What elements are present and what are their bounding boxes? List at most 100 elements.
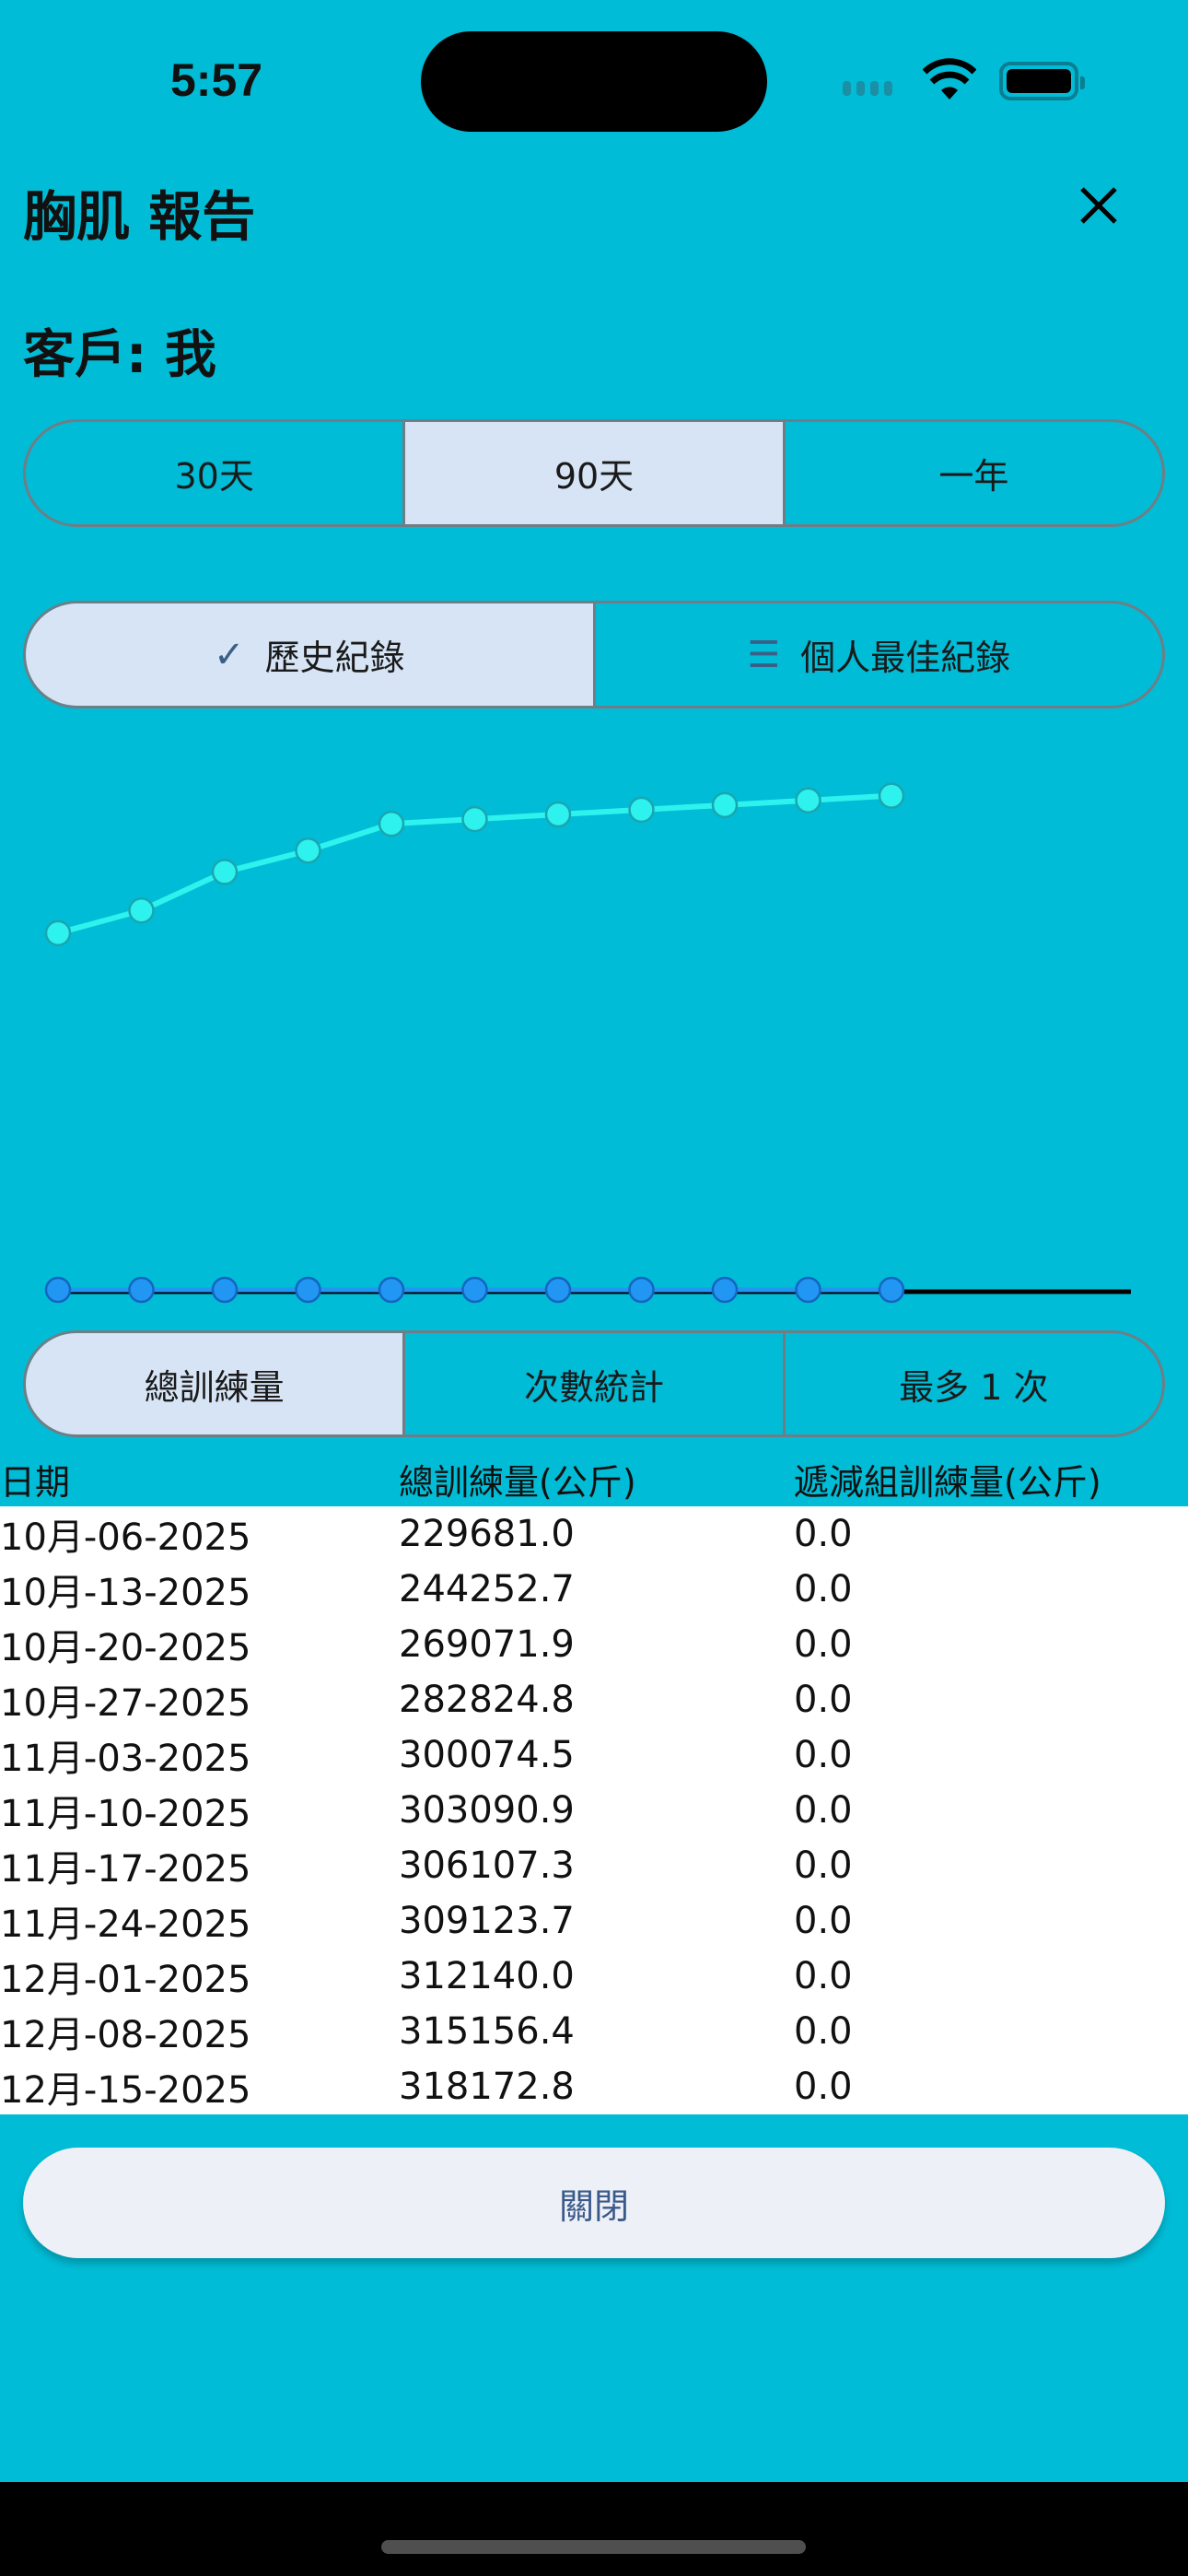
tab-label: 最多 1 次 xyxy=(899,1366,1049,1408)
data-point-1-4 xyxy=(378,1276,405,1304)
data-point-1-1 xyxy=(128,1276,155,1304)
check-icon: ✓ xyxy=(213,633,245,676)
cell-date: 11月-24-2025 xyxy=(0,1903,251,1946)
tab-personal-best[interactable]: ☰ 個人最佳紀錄 xyxy=(592,603,1163,706)
metric-selector: 總訓練量 次數統計 最多 1 次 xyxy=(23,1330,1165,1437)
cell-total-volume: 244252.7 xyxy=(399,1568,575,1610)
table-row: 10月-27-2025 282824.8 0.0 xyxy=(0,1672,1188,1727)
table-row: 12月-15-2025 318172.8 0.0 xyxy=(0,2059,1188,2114)
header-date: 日期 xyxy=(0,1461,71,1503)
cell-date: 11月-17-2025 xyxy=(0,1848,251,1891)
table-row: 11月-03-2025 300074.5 0.0 xyxy=(0,1727,1188,1783)
data-point-0-2 xyxy=(211,859,239,885)
cell-total-volume: 300074.5 xyxy=(399,1734,575,1776)
data-point-0-10 xyxy=(878,782,905,809)
table-body: 10月-06-2025 229681.0 0.0 10月-13-2025 244252.… xyxy=(0,1506,1188,2114)
cell-dropset-volume: 0.0 xyxy=(794,1734,853,1776)
tab-one-year[interactable]: 一年 xyxy=(782,422,1162,524)
data-point-0-6 xyxy=(544,801,572,828)
table-row: 10月-06-2025 229681.0 0.0 xyxy=(0,1506,1188,1562)
header-dropset-volume: 遞減組訓練量(公斤) xyxy=(794,1461,1101,1503)
data-point-0-4 xyxy=(378,810,405,837)
data-point-0-7 xyxy=(628,796,655,824)
cell-dropset-volume: 0.0 xyxy=(794,1789,853,1832)
data-point-1-0 xyxy=(44,1276,72,1304)
tab-30-days[interactable]: 30天 xyxy=(26,422,402,524)
table-row: 11月-10-2025 303090.9 0.0 xyxy=(0,1783,1188,1838)
tab-label: 總訓練量 xyxy=(144,1366,285,1408)
data-point-1-8 xyxy=(711,1276,739,1304)
cellular-signal-icon xyxy=(843,81,892,96)
history-table: 日期 總訓練量(公斤) 遞減組訓練量(公斤) 10月-06-2025 229681… xyxy=(0,1451,1188,2114)
cell-total-volume: 309123.7 xyxy=(399,1900,575,1942)
cell-dropset-volume: 0.0 xyxy=(794,1623,853,1666)
cell-total-volume: 303090.9 xyxy=(399,1789,575,1832)
home-bar-area xyxy=(0,2482,1188,2576)
tab-label: 90天 xyxy=(553,456,635,497)
cell-total-volume: 315156.4 xyxy=(399,2010,575,2053)
status-time: 5:57 xyxy=(170,54,263,106)
cell-dropset-volume: 0.0 xyxy=(794,1679,853,1721)
cell-date: 12月-08-2025 xyxy=(0,2014,251,2056)
data-point-1-3 xyxy=(295,1276,321,1304)
cell-dropset-volume: 0.0 xyxy=(794,2010,853,2053)
data-point-0-8 xyxy=(711,791,739,819)
cell-total-volume: 229681.0 xyxy=(399,1513,575,1555)
cell-date: 12月-01-2025 xyxy=(0,1959,251,2001)
cell-dropset-volume: 0.0 xyxy=(794,1955,853,1997)
cell-total-volume: 269071.9 xyxy=(399,1623,575,1666)
data-point-0-9 xyxy=(795,787,821,814)
table-row: 12月-01-2025 312140.0 0.0 xyxy=(0,1949,1188,2004)
data-point-0-5 xyxy=(461,805,488,833)
close-button-label: 關閉 xyxy=(558,2185,629,2227)
tab-label: 歷史紀錄 xyxy=(264,638,405,678)
tab-90-days[interactable]: 90天 xyxy=(402,422,783,524)
data-point-1-10 xyxy=(878,1276,905,1304)
cell-dropset-volume: 0.0 xyxy=(794,2066,853,2108)
cell-date: 11月-03-2025 xyxy=(0,1738,251,1780)
table-row: 11月-24-2025 309123.7 0.0 xyxy=(0,1893,1188,1949)
page-title: 胸肌 報告 xyxy=(23,185,256,248)
cell-total-volume: 312140.0 xyxy=(399,1955,575,1997)
cell-date: 10月-20-2025 xyxy=(0,1627,251,1669)
close-button[interactable]: 關閉 xyxy=(23,2148,1165,2258)
wifi-icon xyxy=(923,58,976,100)
data-point-1-7 xyxy=(628,1276,655,1304)
tab-label: 次數統計 xyxy=(523,1366,664,1408)
data-point-0-3 xyxy=(295,837,321,864)
data-point-0-1 xyxy=(128,897,155,924)
data-point-1-5 xyxy=(461,1276,488,1304)
table-row: 10月-13-2025 244252.7 0.0 xyxy=(0,1562,1188,1617)
close-icon[interactable] xyxy=(1073,180,1124,231)
table-row: 11月-17-2025 306107.3 0.0 xyxy=(0,1838,1188,1893)
tab-history[interactable]: ✓ 歷史紀錄 xyxy=(26,603,593,706)
cell-date: 10月-06-2025 xyxy=(0,1516,251,1559)
battery-icon xyxy=(999,62,1085,100)
table-row: 12月-08-2025 315156.4 0.0 xyxy=(0,2004,1188,2059)
cell-dropset-volume: 0.0 xyxy=(794,1844,853,1887)
header-total-volume: 總訓練量(公斤) xyxy=(399,1461,636,1503)
data-point-1-9 xyxy=(795,1276,821,1304)
table-row: 10月-20-2025 269071.9 0.0 xyxy=(0,1617,1188,1672)
cell-date: 12月-15-2025 xyxy=(0,2069,251,2112)
home-indicator[interactable] xyxy=(381,2540,806,2554)
cell-dropset-volume: 0.0 xyxy=(794,1900,853,1942)
cell-total-volume: 318172.8 xyxy=(399,2066,575,2108)
data-point-0-0 xyxy=(44,919,72,947)
tab-label: 一年 xyxy=(938,456,1009,497)
data-point-1-6 xyxy=(544,1276,572,1304)
cell-date: 10月-27-2025 xyxy=(0,1682,251,1725)
cell-dropset-volume: 0.0 xyxy=(794,1513,853,1555)
tab-max-1rm[interactable]: 最多 1 次 xyxy=(782,1333,1162,1434)
list-icon: ☰ xyxy=(747,633,781,676)
tab-rep-stats[interactable]: 次數統計 xyxy=(402,1333,782,1434)
client-label: 客戶: 我 xyxy=(23,325,216,385)
table-header: 日期 總訓練量(公斤) 遞減組訓練量(公斤) xyxy=(0,1451,1188,1506)
range-selector: 30天 90天 一年 xyxy=(23,419,1165,527)
dynamic-island xyxy=(421,31,767,132)
cell-date: 11月-10-2025 xyxy=(0,1793,251,1835)
cell-dropset-volume: 0.0 xyxy=(794,1568,853,1610)
cell-total-volume: 282824.8 xyxy=(399,1679,575,1721)
tab-total-volume[interactable]: 總訓練量 xyxy=(26,1333,403,1434)
cell-date: 10月-13-2025 xyxy=(0,1572,251,1614)
